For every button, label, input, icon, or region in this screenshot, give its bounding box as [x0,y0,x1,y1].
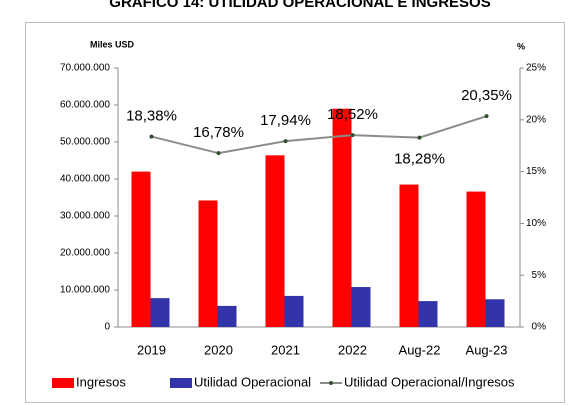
line-marker [417,135,422,140]
y-tick-label: 60.000.000 [60,100,110,111]
line-marker [350,133,355,138]
data-label: 18,52% [327,106,378,123]
data-label: 18,38% [126,108,177,125]
line-marker [216,151,221,156]
bar [418,301,438,327]
chart-title: GRÁFICO 14: UTILIDAD OPERACIONAL E INGRE… [109,0,490,11]
legend-swatch [52,378,74,388]
bar [399,184,419,327]
x-tick-label: 2020 [204,342,233,357]
data-label: 17,94% [260,112,311,129]
bar [485,299,505,327]
bar [351,287,371,327]
y2-tick-label: 10% [526,218,546,229]
bar [332,108,352,327]
legend-swatch [170,378,192,388]
bar [284,295,304,327]
bar [217,305,237,327]
legend-swatch [329,381,333,385]
y-tick-label: 30.000.000 [60,211,110,222]
x-tick-label: 2022 [338,342,367,357]
bar [150,298,170,327]
y2-tick-label: 15% [526,166,546,177]
y-tick-label: 70.000.000 [60,63,110,74]
data-label: 16,78% [193,124,244,141]
line [151,115,487,155]
line-marker [484,114,489,119]
x-tick-label: Aug-22 [399,342,441,357]
bar [466,191,486,327]
y-tick-label: 0 [104,322,110,333]
y2-tick-label: 20% [526,114,546,125]
y-tick-label: 20.000.000 [60,248,110,259]
data-label: 20,35% [461,87,512,104]
line-marker [149,134,154,139]
y2-axis-title: % [517,41,525,51]
legend-label: Utilidad Operacional [194,374,311,389]
chart-frame [25,22,565,403]
y2-tick-label: 25% [526,63,546,74]
y-tick-label: 50.000.000 [60,137,110,148]
y2-tick-label: 5% [532,270,547,281]
bar [265,155,285,327]
y-tick-label: 40.000.000 [60,174,110,185]
y-axis-title: Miles USD [90,39,135,49]
x-tick-label: 2021 [271,342,300,357]
bar [198,200,218,327]
data-label: 18,28% [394,151,445,168]
legend-label: Utilidad Operacional/Ingresos [344,374,515,389]
line-marker [283,139,288,144]
x-tick-label: 2019 [137,342,166,357]
y2-tick-label: 0% [532,322,547,333]
y-tick-label: 10.000.000 [60,285,110,296]
bar [131,171,151,327]
x-tick-label: Aug-23 [466,342,508,357]
legend-label: Ingresos [76,374,126,389]
